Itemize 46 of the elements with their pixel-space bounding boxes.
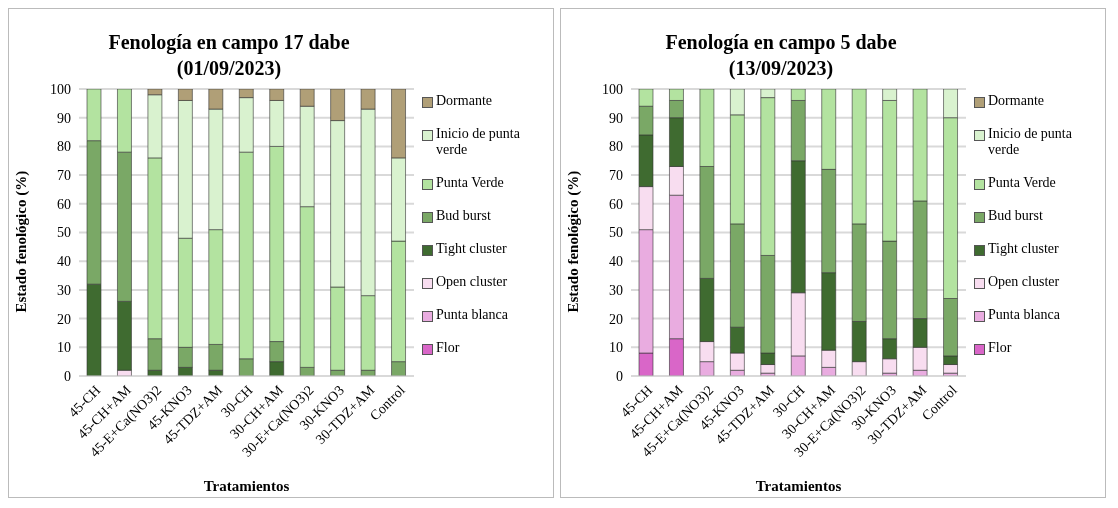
chart-title: Fenología en campo 5 dabe <box>664 30 898 55</box>
y-tick-label: 40 <box>57 254 71 270</box>
y-tick-label: 20 <box>57 311 71 327</box>
y-tick-label: 10 <box>609 340 623 356</box>
chart-title: Fenología en campo 17 dabe <box>107 30 351 55</box>
legend-label: Dormante <box>988 93 1044 109</box>
legend-label: Open cluster <box>988 274 1060 290</box>
legend-label: Flor <box>436 340 460 356</box>
y-tick-label: 30 <box>609 282 623 298</box>
legend-label: Inicio de punta verde <box>988 126 1073 158</box>
y-tick-label: 70 <box>609 168 623 184</box>
y-tick-label: 80 <box>609 139 623 155</box>
y-tick-label: 80 <box>57 139 71 155</box>
y-tick-label: 20 <box>609 311 623 327</box>
y-tick-label: 40 <box>609 254 623 270</box>
y-tick-label: 90 <box>609 110 623 126</box>
legend-label: Tight cluster <box>436 241 507 257</box>
y-tick-label: 50 <box>57 225 71 241</box>
chart-subtitle: (13/09/2023) <box>727 56 835 81</box>
legend-label: Punta blanca <box>436 307 508 323</box>
y-tick-label: 0 <box>64 368 71 384</box>
y-tick-label: 10 <box>57 340 71 356</box>
y-tick-label: 100 <box>602 81 623 97</box>
legend-label: Dormante <box>436 93 492 109</box>
y-tick-label: 90 <box>57 110 71 126</box>
legend-label: Punta Verde <box>436 175 504 191</box>
y-axis-title: Estado fenológico (%) <box>565 170 583 313</box>
y-tick-label: 30 <box>57 282 71 298</box>
x-axis-title: Tratamientos <box>755 478 842 494</box>
legend-label: Bud burst <box>436 208 491 224</box>
legend-label: Punta blanca <box>988 307 1060 323</box>
x-axis-title: Tratamientos <box>203 478 290 494</box>
legend-label: Open cluster <box>436 274 508 290</box>
y-tick-label: 60 <box>57 196 71 212</box>
legend-label: Tight cluster <box>988 241 1059 257</box>
legend-label: Inicio de punta verde <box>436 126 521 158</box>
y-tick-label: 0 <box>616 368 623 384</box>
y-tick-label: 70 <box>57 168 71 184</box>
legend-label: Bud burst <box>988 208 1043 224</box>
y-tick-label: 50 <box>609 225 623 241</box>
legend-label: Punta Verde <box>988 175 1056 191</box>
y-tick-label: 60 <box>609 196 623 212</box>
y-tick-label: 100 <box>50 81 71 97</box>
chart-subtitle: (01/09/2023) <box>175 56 283 81</box>
y-axis-title: Estado fenológico (%) <box>13 170 31 313</box>
legend-label: Flor <box>988 340 1012 356</box>
